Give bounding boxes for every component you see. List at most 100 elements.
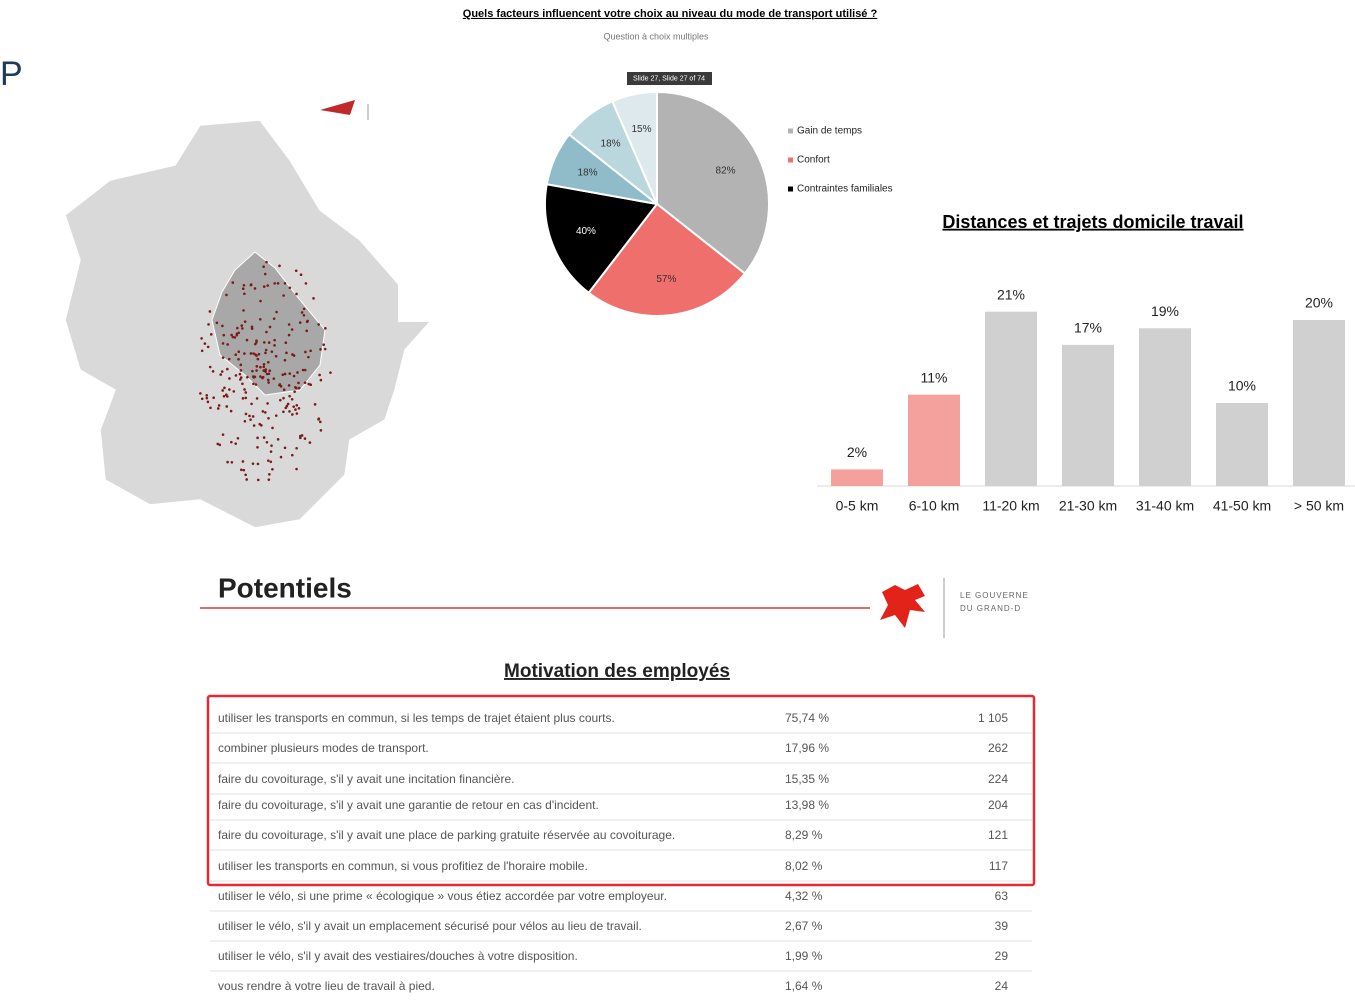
map-dot xyxy=(243,320,247,323)
map-dot xyxy=(302,313,306,317)
row-count: 121 xyxy=(988,828,1008,842)
row-percent: 15,35 % xyxy=(785,772,829,786)
map-dot xyxy=(203,342,207,345)
map-dot xyxy=(261,376,264,380)
map-dot xyxy=(308,441,312,444)
map-dot xyxy=(216,407,220,410)
map-dot xyxy=(199,392,202,395)
map-dot xyxy=(227,357,231,361)
map-dot xyxy=(230,461,234,464)
row-count: 204 xyxy=(988,798,1008,812)
map-dot xyxy=(309,349,312,353)
map-dot xyxy=(323,347,327,351)
map-dot xyxy=(271,468,274,471)
map-dot xyxy=(244,391,248,394)
map-dot xyxy=(244,396,248,400)
legend-swatch xyxy=(788,157,793,163)
logo-text: LE GOUVERNE xyxy=(960,591,1029,600)
map-dot xyxy=(226,367,229,371)
legend-swatch xyxy=(788,128,793,134)
map-dot xyxy=(251,369,254,373)
map-dot xyxy=(296,371,299,374)
map-dot xyxy=(303,381,307,384)
map-dot xyxy=(221,433,225,436)
map-dot xyxy=(252,352,255,355)
map-dot xyxy=(262,436,266,439)
map-dot xyxy=(241,287,245,290)
map-dot xyxy=(261,410,265,413)
map-dot xyxy=(278,383,282,386)
map-dot xyxy=(265,330,268,334)
row-percent: 1,64 % xyxy=(785,979,823,993)
map-dot xyxy=(299,436,302,440)
map-dot xyxy=(208,310,212,313)
map-dot xyxy=(294,269,298,273)
map-dot xyxy=(269,450,273,453)
row-percent: 1,99 % xyxy=(785,949,823,963)
tooltip-text: Slide 27, Slide 27 of 74 xyxy=(633,75,705,82)
map-dot xyxy=(246,375,249,379)
map-dot xyxy=(299,273,303,277)
map-dot xyxy=(276,438,280,441)
map-dot xyxy=(295,412,299,415)
map-dot xyxy=(262,363,266,366)
row-percent: 4,32 % xyxy=(785,889,823,903)
map-dot xyxy=(256,462,260,466)
bar xyxy=(985,311,1037,486)
map-dot xyxy=(282,396,285,400)
map-dot xyxy=(317,417,321,420)
map-dot xyxy=(228,377,231,380)
map-dot xyxy=(262,341,266,344)
map-dot xyxy=(229,409,233,413)
map-dot xyxy=(256,445,259,449)
map-dot xyxy=(287,323,291,326)
map-dot xyxy=(230,333,233,337)
map-dot xyxy=(250,325,254,329)
map-dot xyxy=(209,406,212,410)
slice-label: 57% xyxy=(656,274,676,285)
map-dot xyxy=(231,335,235,339)
map-dot xyxy=(251,462,255,465)
map-dot xyxy=(257,352,261,356)
x-tick-label: 41-50 km xyxy=(1213,498,1271,514)
map-dot xyxy=(266,402,269,405)
map-dot xyxy=(262,265,265,269)
map-dot xyxy=(254,383,258,386)
map-dot xyxy=(206,345,210,349)
map-dot xyxy=(207,323,210,326)
map-dot xyxy=(243,420,247,423)
map-dot xyxy=(243,292,246,296)
row-label: faire du covoiturage, s'il y avait une g… xyxy=(218,798,599,812)
country-shape xyxy=(211,251,326,396)
map-dot xyxy=(269,460,273,464)
map-dot xyxy=(288,394,291,398)
pie-slice xyxy=(544,183,659,295)
map-dot xyxy=(236,436,240,440)
map-cutout xyxy=(398,270,438,322)
corner-text: P xyxy=(0,55,23,93)
map-dot xyxy=(249,352,253,355)
pie-slice xyxy=(656,90,770,275)
map xyxy=(64,100,438,529)
map-dot xyxy=(306,319,309,323)
row-percent: 8,02 % xyxy=(785,859,823,873)
map-dot xyxy=(239,468,243,472)
map-dot xyxy=(266,378,270,382)
map-dot xyxy=(319,348,322,351)
map-dot xyxy=(267,416,270,420)
map-fragment xyxy=(320,100,355,115)
map-dot xyxy=(294,385,297,389)
map-dot xyxy=(239,369,243,372)
slice-label: 40% xyxy=(576,226,596,237)
map-dot xyxy=(272,377,276,380)
map-dot xyxy=(234,442,237,445)
map-dot xyxy=(243,352,246,355)
x-tick-label: 11-20 km xyxy=(982,498,1039,514)
map-dot xyxy=(259,365,262,369)
map-dot xyxy=(249,418,252,421)
slice-label: 18% xyxy=(578,167,598,178)
map-dot xyxy=(312,297,315,300)
slice-label: 82% xyxy=(716,165,736,176)
map-dot xyxy=(241,327,244,330)
map-dot xyxy=(242,309,245,312)
